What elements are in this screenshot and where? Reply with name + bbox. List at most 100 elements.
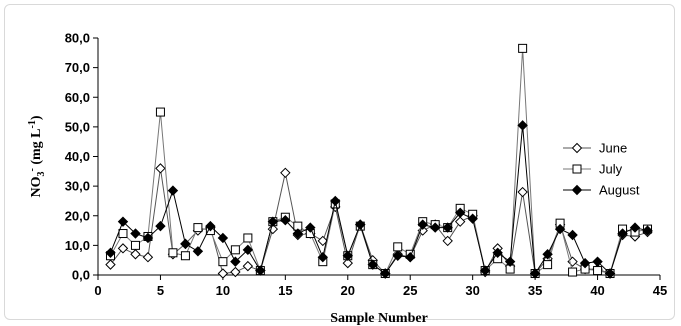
x-tick-label: 40 <box>590 283 604 298</box>
data-point-july <box>230 245 240 255</box>
y-axis-label-charge: - <box>27 168 38 171</box>
data-point-june <box>155 163 166 174</box>
data-point-august <box>504 256 516 267</box>
data-point-july <box>155 107 165 117</box>
y-tick-label: 80,0 <box>65 31 90 46</box>
x-tick-label: 25 <box>403 283 417 298</box>
legend-label: July <box>599 162 623 177</box>
x-axis-label: Sample Number <box>330 311 428 326</box>
data-point-august <box>167 185 179 196</box>
y-axis-label-unit-open: (mg L <box>29 129 44 169</box>
data-point-august <box>305 222 316 233</box>
legend-label: August <box>599 183 640 198</box>
data-point-august <box>442 222 453 233</box>
data-point-june <box>280 167 291 179</box>
data-point-august <box>142 232 154 244</box>
data-point-june <box>242 260 254 272</box>
data-point-july <box>243 233 253 243</box>
data-point-august <box>267 216 279 227</box>
data-point-june <box>142 252 154 263</box>
x-tick-label: 0 <box>94 283 101 298</box>
y-tick-label: 70,0 <box>65 60 90 75</box>
axes: 0,0 10,0 20,0 30,0 40,0 50,0 60,0 70,0 80,0 0 5 10 1… <box>65 31 668 299</box>
data-point-august <box>117 216 129 227</box>
series-line-june <box>110 168 648 275</box>
x-tick-label: 15 <box>278 283 292 298</box>
data-point-july <box>118 229 128 239</box>
y-tick-label: 60,0 <box>65 90 90 105</box>
data-point-august <box>280 214 291 226</box>
legend-marker <box>571 184 583 196</box>
data-point-august <box>642 225 653 236</box>
data-point-august <box>380 268 391 279</box>
data-point-august <box>205 220 216 232</box>
data-point-june <box>217 268 229 279</box>
data-point-august <box>255 265 266 276</box>
data-point-august <box>617 228 628 239</box>
data-point-august <box>192 246 204 257</box>
data-point-august <box>217 232 229 244</box>
data-point-august <box>130 228 141 239</box>
y-tick-label: 30,0 <box>65 179 90 194</box>
legend-marker <box>571 142 583 154</box>
data-point-august <box>429 222 441 233</box>
data-point-august <box>405 252 416 263</box>
data-point-june <box>342 257 353 269</box>
y-axis-label-base: NO <box>29 176 44 197</box>
y-tick-label: 40,0 <box>65 149 90 164</box>
y-axis-label-unit-exponent: -1 <box>27 120 38 128</box>
data-point-june <box>117 243 129 254</box>
data-point-august <box>342 250 353 261</box>
data-point-july <box>593 266 603 276</box>
data-point-august <box>517 120 528 131</box>
data-point-august <box>467 213 478 224</box>
data-point-august <box>367 259 378 270</box>
data-point-august <box>542 249 553 260</box>
data-point-july <box>130 240 140 250</box>
x-tick-label: 35 <box>528 283 542 298</box>
legend-marker <box>572 164 582 174</box>
data-point-july <box>393 242 403 252</box>
legend: June July August <box>563 141 640 198</box>
y-axis-label-unit-close: ) <box>29 115 44 120</box>
data-point-august <box>330 195 341 207</box>
data-point-august <box>242 244 254 256</box>
data-point-august <box>417 219 428 230</box>
data-point-june <box>105 259 116 270</box>
data-point-july <box>518 43 528 53</box>
data-point-june <box>230 266 241 278</box>
data-point-july <box>568 267 578 277</box>
series-line-august <box>110 125 648 276</box>
data-point-august <box>492 247 503 258</box>
data-point-june <box>267 223 279 235</box>
data-point-july <box>543 260 553 270</box>
series-line-july <box>110 48 648 275</box>
data-point-august <box>355 219 366 230</box>
data-point-august <box>392 250 403 261</box>
y-tick-label: 10,0 <box>65 238 90 253</box>
data-point-june <box>442 235 453 247</box>
data-point-august <box>629 222 641 233</box>
y-axis-label: NO3- (mg L-1) <box>27 115 47 197</box>
legend-label: June <box>599 141 627 156</box>
x-tick-label: 30 <box>465 283 479 298</box>
x-tick-label: 20 <box>341 283 355 298</box>
data-point-august <box>454 207 466 218</box>
data-point-august <box>180 238 191 250</box>
x-tick-label: 5 <box>157 283 164 298</box>
chart-frame <box>4 4 675 320</box>
data-point-july <box>193 223 203 233</box>
x-tick-label: 10 <box>216 283 230 298</box>
data-point-august <box>230 256 241 267</box>
y-tick-label: 20,0 <box>65 208 90 223</box>
data-point-august <box>292 228 304 239</box>
series-august <box>105 120 653 279</box>
y-tick-label: 0,0 <box>72 268 90 283</box>
series-layer <box>105 43 653 279</box>
data-point-august <box>604 268 616 279</box>
y-axis-label-subscript: 3 <box>36 172 47 177</box>
data-point-june <box>317 235 329 247</box>
data-point-august <box>105 247 116 258</box>
data-point-august <box>554 223 566 235</box>
